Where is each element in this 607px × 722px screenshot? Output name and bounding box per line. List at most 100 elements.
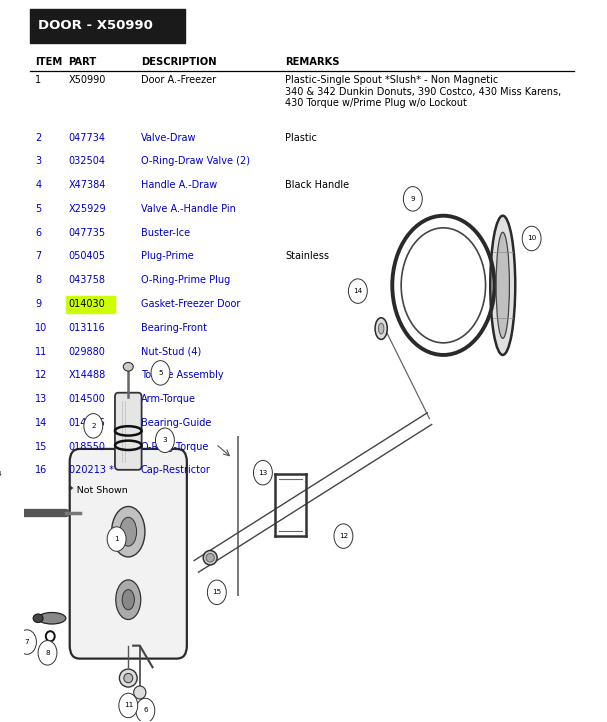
- Text: X25929: X25929: [69, 204, 106, 214]
- Circle shape: [107, 527, 126, 552]
- Circle shape: [18, 630, 36, 654]
- Ellipse shape: [1, 507, 16, 520]
- Text: 014030: 014030: [69, 299, 106, 309]
- Circle shape: [151, 361, 170, 385]
- Text: Black Handle: Black Handle: [285, 180, 349, 190]
- Text: 5: 5: [35, 204, 41, 214]
- Circle shape: [208, 580, 226, 604]
- Circle shape: [38, 640, 57, 665]
- Text: 14: 14: [353, 288, 362, 294]
- FancyBboxPatch shape: [115, 393, 141, 470]
- Text: Bearing-Guide: Bearing-Guide: [141, 418, 211, 428]
- Text: O-Ring-Prime Plug: O-Ring-Prime Plug: [141, 275, 230, 285]
- Ellipse shape: [490, 216, 515, 355]
- Text: 14: 14: [35, 418, 47, 428]
- Text: 6: 6: [143, 708, 148, 713]
- Text: 014500: 014500: [69, 394, 106, 404]
- Ellipse shape: [206, 553, 214, 562]
- Text: X47384: X47384: [69, 180, 106, 190]
- Text: Plug-Prime: Plug-Prime: [141, 251, 194, 261]
- Text: Torque Assembly: Torque Assembly: [141, 370, 223, 380]
- Circle shape: [348, 279, 367, 303]
- Circle shape: [334, 524, 353, 548]
- Text: 018550: 018550: [69, 442, 106, 452]
- Text: 13: 13: [259, 470, 268, 476]
- Text: 032504: 032504: [69, 157, 106, 166]
- Ellipse shape: [375, 318, 387, 339]
- Text: Bearing-Front: Bearing-Front: [141, 323, 207, 333]
- Ellipse shape: [134, 686, 146, 699]
- Circle shape: [84, 414, 103, 438]
- Text: DESCRIPTION: DESCRIPTION: [141, 57, 216, 67]
- Text: 4: 4: [35, 180, 41, 190]
- Circle shape: [136, 698, 155, 722]
- Text: Valve-Draw: Valve-Draw: [141, 133, 196, 142]
- Text: Stainless: Stainless: [285, 251, 329, 261]
- Text: REMARKS: REMARKS: [285, 57, 340, 67]
- Circle shape: [155, 428, 174, 453]
- Text: 3: 3: [35, 157, 41, 166]
- Ellipse shape: [378, 323, 384, 334]
- Text: Door A.-Freezer: Door A.-Freezer: [141, 75, 216, 85]
- Circle shape: [119, 693, 138, 718]
- Text: 029880: 029880: [69, 347, 106, 357]
- Text: Gasket-Freezer Door: Gasket-Freezer Door: [141, 299, 240, 309]
- Text: 10: 10: [527, 235, 536, 241]
- Text: 013116: 013116: [69, 323, 106, 333]
- Text: Arm-Torque: Arm-Torque: [141, 394, 196, 404]
- Text: Cap-Restrictor: Cap-Restrictor: [141, 466, 211, 476]
- Circle shape: [0, 461, 8, 486]
- Text: 11: 11: [124, 703, 133, 708]
- Text: 047735: 047735: [69, 227, 106, 238]
- Circle shape: [254, 461, 273, 485]
- Text: 2: 2: [91, 423, 96, 429]
- Ellipse shape: [33, 614, 43, 622]
- Text: Plastic-Single Spout *Slush* - Non Magnetic
340 & 342 Dunkin Donuts, 390 Costco,: Plastic-Single Spout *Slush* - Non Magne…: [285, 75, 561, 108]
- Ellipse shape: [120, 517, 137, 546]
- Text: 047734: 047734: [69, 133, 106, 142]
- Text: O-Ring-Torque: O-Ring-Torque: [141, 442, 209, 452]
- Circle shape: [404, 186, 422, 211]
- Text: 9: 9: [35, 299, 41, 309]
- Text: X14488: X14488: [69, 370, 106, 380]
- Text: 8: 8: [45, 650, 50, 656]
- FancyBboxPatch shape: [30, 9, 185, 43]
- Text: 4: 4: [0, 471, 1, 477]
- Text: 014496: 014496: [69, 418, 106, 428]
- FancyBboxPatch shape: [66, 296, 115, 313]
- Text: 15: 15: [212, 589, 222, 596]
- Text: O-Ring-Draw Valve (2): O-Ring-Draw Valve (2): [141, 157, 249, 166]
- Text: PART: PART: [69, 57, 97, 67]
- Ellipse shape: [120, 669, 137, 687]
- Text: 12: 12: [339, 533, 348, 539]
- Text: 043758: 043758: [69, 275, 106, 285]
- Ellipse shape: [203, 550, 217, 565]
- Text: DOOR - X50990: DOOR - X50990: [38, 19, 153, 32]
- Text: 10: 10: [35, 323, 47, 333]
- Circle shape: [522, 226, 541, 251]
- Text: 16: 16: [35, 466, 47, 476]
- Ellipse shape: [38, 612, 66, 624]
- Text: Buster-Ice: Buster-Ice: [141, 227, 190, 238]
- Text: 050405: 050405: [69, 251, 106, 261]
- Text: 15: 15: [35, 442, 48, 452]
- Ellipse shape: [496, 232, 509, 339]
- Text: 6: 6: [35, 227, 41, 238]
- Text: 11: 11: [35, 347, 47, 357]
- Text: 1: 1: [114, 536, 119, 542]
- Text: 9: 9: [410, 196, 415, 202]
- Text: Plastic: Plastic: [285, 133, 317, 142]
- Ellipse shape: [122, 590, 134, 610]
- Ellipse shape: [112, 507, 145, 557]
- Text: 3: 3: [163, 438, 168, 443]
- Text: X50990: X50990: [69, 75, 106, 85]
- FancyBboxPatch shape: [70, 449, 187, 658]
- Text: 7: 7: [35, 251, 41, 261]
- Ellipse shape: [124, 674, 133, 683]
- Ellipse shape: [116, 580, 141, 619]
- Text: * Not Shown: * Not Shown: [69, 486, 127, 495]
- Text: 020213 *: 020213 *: [69, 466, 114, 476]
- Text: 1: 1: [35, 75, 41, 85]
- Text: 12: 12: [35, 370, 48, 380]
- Text: 5: 5: [158, 370, 163, 376]
